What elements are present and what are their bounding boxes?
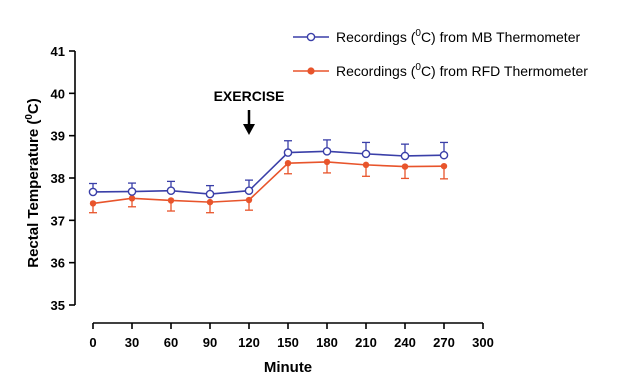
exercise-annotation-label: EXERCISE (214, 88, 285, 104)
legend-marker-rfd (307, 67, 315, 75)
legend-label-mb: Recordings (0C) from MB Thermometer (336, 28, 580, 45)
x-ticks: 0 30 60 90 120 150 180 210 240 270 300 (89, 323, 494, 350)
data-point (127, 187, 137, 196)
data-point (401, 163, 409, 170)
legend-label-rfd-pre: Recordings ( (336, 63, 416, 79)
x-tick-label: 120 (238, 335, 260, 350)
series-line (92, 161, 445, 205)
series-layer (88, 139, 449, 214)
legend-item-mb: Recordings (0C) from MB Thermometer (293, 28, 580, 45)
data-point (167, 197, 175, 204)
legend-item-rfd: Recordings (0C) from RFD Thermometer (293, 62, 588, 79)
x-tick-label: 240 (394, 335, 416, 350)
data-point (284, 159, 292, 167)
x-tick-label: 150 (277, 335, 299, 350)
data-point (89, 200, 97, 207)
data-point (206, 198, 214, 206)
y-tick-label: 41 (51, 44, 65, 59)
data-point (361, 149, 371, 159)
data-point (245, 196, 253, 204)
down-arrow-icon (243, 124, 255, 135)
legend-label-mb-superscript: 0 (415, 28, 421, 39)
y-tick-label: 37 (51, 213, 65, 228)
x-tick-label: 180 (316, 335, 338, 350)
legend-label-rfd-post: C) from RFD Thermometer (421, 63, 588, 79)
data-point (205, 189, 215, 199)
data-point (88, 187, 98, 197)
exercise-annotation: EXERCISE (214, 88, 285, 135)
legend-label-mb-post: C) from MB Thermometer (421, 29, 581, 45)
x-tick-label: 0 (89, 335, 96, 350)
x-tick-label: 270 (433, 335, 455, 350)
legend-label-mb-pre: Recordings ( (336, 29, 416, 45)
y-axis-title-main: Rectal Temperature ( (25, 120, 42, 268)
y-axis-title: Rectal Temperature (0C) (24, 98, 42, 268)
data-point (322, 147, 332, 156)
data-point (283, 148, 293, 157)
series-mb (88, 139, 449, 199)
x-tick-label: 30 (125, 335, 139, 350)
y-tick-label: 38 (51, 171, 65, 186)
data-point (323, 158, 331, 166)
y-tick-label: 36 (51, 256, 65, 271)
x-tick-label: 90 (203, 335, 217, 350)
data-point (362, 161, 370, 169)
legend-marker-mb (306, 32, 316, 42)
x-tick-label: 300 (472, 335, 494, 350)
legend: Recordings (0C) from MB Thermometer Reco… (293, 28, 588, 79)
data-point (440, 162, 448, 170)
y-tick-label: 39 (51, 129, 65, 144)
data-point (400, 151, 410, 161)
series-line (92, 150, 445, 195)
data-point (128, 195, 136, 202)
legend-label-rfd: Recordings (0C) from RFD Thermometer (336, 62, 588, 79)
y-ticks: 35 36 37 38 39 40 41 (51, 44, 75, 313)
legend-label-rfd-superscript: 0 (415, 62, 421, 73)
x-axis-title: Minute (264, 359, 312, 376)
y-axis-title-unit: C) (25, 98, 42, 114)
data-point (439, 150, 449, 160)
series-rfd (89, 158, 448, 214)
y-tick-label: 40 (51, 86, 65, 101)
y-tick-label: 35 (51, 298, 65, 313)
y-axis-title-superscript: 0 (24, 114, 35, 120)
x-tick-label: 210 (355, 335, 377, 350)
data-point (166, 186, 176, 195)
x-tick-label: 60 (164, 335, 178, 350)
data-point (244, 186, 254, 195)
